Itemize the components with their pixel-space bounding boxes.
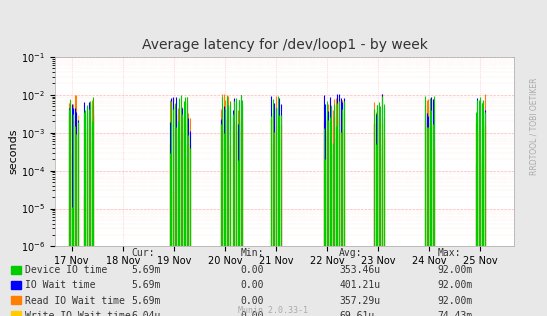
Text: 74.43m: 74.43m (438, 311, 473, 316)
Text: 92.00m: 92.00m (438, 295, 473, 306)
Text: Avg:: Avg: (339, 248, 363, 258)
Text: 5.69m: 5.69m (131, 295, 161, 306)
Text: 6.04u: 6.04u (131, 311, 161, 316)
Y-axis label: seconds: seconds (8, 129, 18, 174)
Text: 92.00m: 92.00m (438, 265, 473, 275)
Text: 5.69m: 5.69m (131, 280, 161, 290)
Text: 0.00: 0.00 (241, 295, 264, 306)
Text: Max:: Max: (438, 248, 461, 258)
Text: 0.00: 0.00 (241, 265, 264, 275)
Text: Min:: Min: (241, 248, 264, 258)
Text: 357.29u: 357.29u (339, 295, 380, 306)
Text: Write IO Wait time: Write IO Wait time (25, 311, 130, 316)
Text: 353.46u: 353.46u (339, 265, 380, 275)
Title: Average latency for /dev/loop1 - by week: Average latency for /dev/loop1 - by week (142, 38, 427, 52)
Text: Cur:: Cur: (131, 248, 155, 258)
Text: Munin 2.0.33-1: Munin 2.0.33-1 (238, 306, 309, 315)
Text: 5.69m: 5.69m (131, 265, 161, 275)
Text: 69.61u: 69.61u (339, 311, 374, 316)
Text: Device IO time: Device IO time (25, 265, 107, 275)
Text: Read IO Wait time: Read IO Wait time (25, 295, 125, 306)
Text: 0.00: 0.00 (241, 280, 264, 290)
Text: RRDTOOL / TOBI OETIKER: RRDTOOL / TOBI OETIKER (530, 78, 539, 175)
Text: 92.00m: 92.00m (438, 280, 473, 290)
Text: 401.21u: 401.21u (339, 280, 380, 290)
Text: 0.00: 0.00 (241, 311, 264, 316)
Text: IO Wait time: IO Wait time (25, 280, 95, 290)
